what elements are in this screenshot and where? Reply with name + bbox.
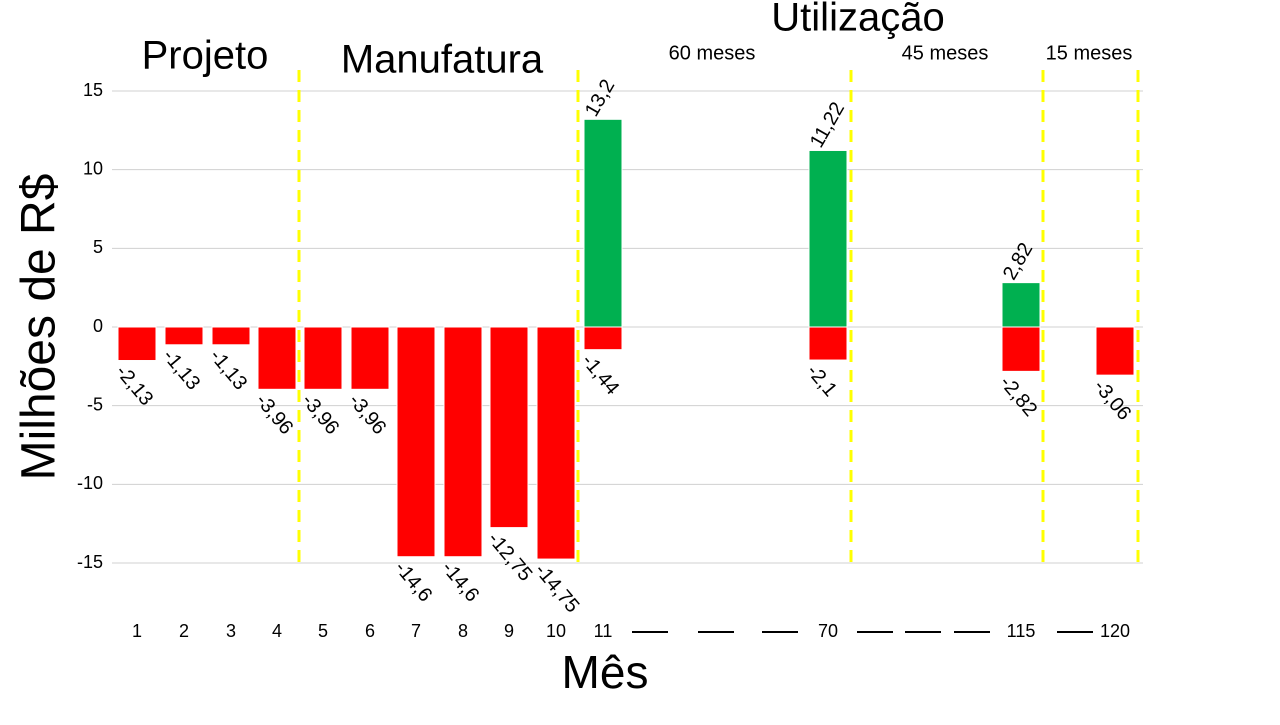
bars [117,118,1135,560]
bar [536,326,576,560]
x-tick-label: 11 [594,621,613,641]
x-tick-label: 70 [818,621,838,641]
y-tick-label: 10 [83,158,103,178]
phase-label: Utilização [771,0,944,40]
y-tick-label: 15 [83,80,103,100]
bar [211,326,251,346]
data-label: -3,06 [1089,376,1135,425]
bar [808,326,848,361]
data-label: -2,13 [111,361,157,410]
x-tick-label: 10 [546,621,566,641]
x-tick-label: 4 [272,621,282,641]
duration-label: 60 meses [669,42,756,64]
bar [303,326,343,390]
bar [808,149,848,328]
y-tick-label: 5 [93,237,103,257]
x-tick-label: 9 [504,621,514,641]
bar [396,326,436,558]
data-label: -14,75 [530,560,583,618]
data-label: 2,82 [999,239,1038,284]
bar [164,326,204,346]
bar [489,326,529,529]
data-label: -12,75 [483,528,536,586]
data-label: 13,2 [581,76,620,121]
data-label: -3,96 [297,390,343,439]
x-tick-label: 120 [1100,621,1130,641]
bar [1095,326,1135,376]
x-tick-label: 115 [1007,621,1036,641]
data-label: -14,6 [437,557,483,606]
bar [117,326,157,362]
x-axis-title: Mês [562,646,649,698]
data-label: -1,13 [205,345,251,394]
bar [257,326,297,390]
bar [443,326,483,558]
duration-label: 15 meses [1046,42,1133,64]
data-label: -1,13 [158,345,204,394]
x-tick-label: 7 [411,621,421,641]
bar [583,118,623,328]
phase-label: Manufatura [341,38,544,82]
x-tick-label: 1 [132,621,142,641]
dividers [297,70,1140,565]
y-tick-label: -5 [87,394,103,414]
x-tick-label: 6 [365,621,375,641]
bar [583,326,623,351]
y-axis-title: Milhões de R$ [13,174,66,481]
data-label: -3,96 [344,390,390,439]
duration-label: 45 meses [902,42,989,64]
phase-label: Projeto [142,34,269,78]
data-label: 11,22 [806,99,849,152]
y-tick-label: 0 [93,316,103,336]
bar [1001,282,1041,328]
data-label: -14,6 [390,557,436,606]
data-label: -1,44 [577,350,623,399]
data-label: -2,1 [802,361,841,402]
x-tick-label: 3 [226,621,236,641]
y-tick-label: -15 [77,552,103,572]
x-tick-label: 8 [458,621,468,641]
y-tick-label: -10 [77,473,103,493]
x-tick-label: 2 [179,621,189,641]
bar [350,326,390,390]
data-label: -3,96 [251,390,297,439]
x-tick-label: 5 [318,621,328,641]
data-label: -2,82 [995,372,1041,421]
bar [1001,326,1041,372]
